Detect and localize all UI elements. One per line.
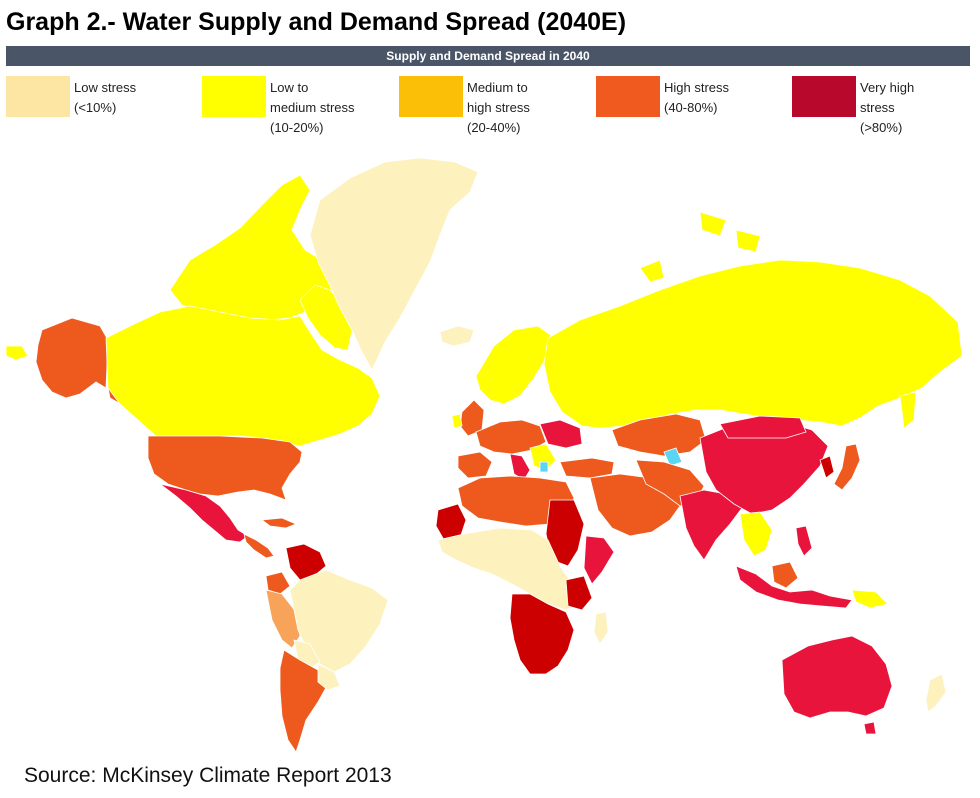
region-tasmania	[863, 721, 877, 735]
region-india	[679, 489, 743, 561]
region-alaska	[35, 317, 109, 399]
graph-title: Graph 2.- Water Supply and Demand Spread…	[6, 8, 627, 36]
region-korea	[819, 455, 835, 479]
region-mexico	[159, 483, 249, 543]
region-new-guinea	[851, 589, 889, 609]
legend-swatch-medium-high	[399, 76, 463, 117]
region-brazil	[289, 569, 389, 673]
region-ireland	[451, 413, 463, 429]
legend-label-very-high: Very high stress (>80%)	[860, 80, 915, 135]
region-australia	[781, 635, 893, 719]
region-russia-islands	[639, 211, 761, 283]
region-iceland	[439, 325, 475, 347]
region-kazakhstan	[611, 413, 707, 457]
region-southern-africa	[509, 593, 575, 675]
source-note: Source: McKinsey Climate Report 2013	[24, 764, 392, 787]
region-scandinavia	[475, 325, 553, 405]
region-japan	[833, 443, 861, 491]
world-map	[0, 150, 980, 760]
region-indonesia	[735, 565, 853, 609]
region-east-africa	[565, 575, 593, 611]
region-aleutians	[5, 345, 29, 361]
region-madagascar	[593, 611, 609, 645]
region-borneo	[771, 561, 799, 589]
region-iberia	[457, 451, 493, 479]
region-aegean	[539, 461, 549, 473]
region-egypt-sudan	[545, 499, 585, 567]
legend-label-low: Low stress (<10%)	[74, 80, 137, 115]
region-new-zealand	[925, 673, 947, 713]
region-uruguay-paraguay	[317, 663, 341, 691]
legend-label-low-medium: Low to medium stress (10-20%)	[270, 80, 355, 135]
legend-swatch-low	[6, 76, 70, 117]
region-eastern-europe	[539, 419, 583, 449]
region-mongolia	[719, 415, 807, 439]
region-caribbean	[260, 517, 298, 529]
region-kamchatka	[899, 391, 917, 429]
legend-label-medium-high: Medium to high stress (20-40%)	[467, 80, 530, 135]
region-colombia-venezuela	[285, 543, 327, 581]
region-greenland	[309, 157, 479, 371]
legend-swatch-low-medium	[202, 76, 266, 117]
region-caspian	[663, 447, 683, 467]
region-central-america	[243, 533, 275, 559]
legend-swatch-very-high	[792, 76, 856, 117]
legend: Low stress (<10%) Low to medium stress (…	[6, 76, 970, 140]
region-ecuador	[265, 571, 291, 595]
region-balkans	[529, 443, 557, 471]
region-sahel-central	[437, 527, 581, 611]
world-map-svg	[5, 157, 963, 753]
legend-swatch-high	[596, 76, 660, 117]
region-indochina	[739, 511, 773, 557]
region-philippines	[795, 525, 813, 557]
region-italy	[509, 453, 531, 481]
region-turkey	[559, 457, 615, 479]
map-banner: Supply and Demand Spread in 2040	[6, 46, 970, 66]
region-horn-of-africa	[583, 535, 615, 585]
region-russia	[543, 259, 963, 429]
region-usa	[147, 435, 303, 501]
legend-label-high: High stress (40-80%)	[664, 80, 730, 115]
